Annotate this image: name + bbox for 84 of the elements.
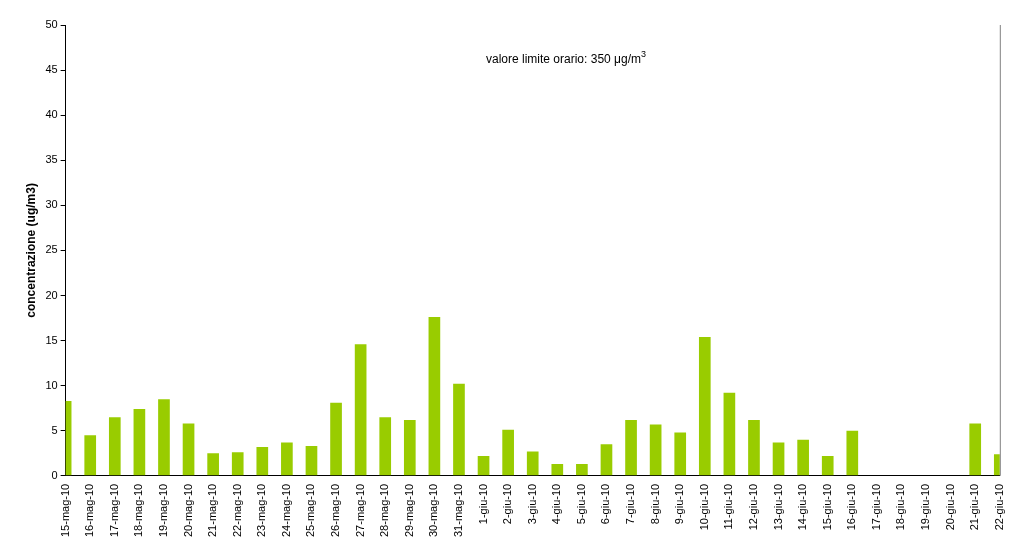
x-tick-label: 10-giu-10: [697, 483, 710, 531]
y-tick-label: 0: [51, 468, 58, 481]
x-tick-label: 2-giu-10: [501, 483, 514, 525]
x-tick-label: 29-mag-10: [402, 483, 415, 538]
bar: [600, 444, 613, 476]
x-tick-label: 24-mag-10: [279, 483, 292, 538]
x-tick-label: 17-giu-10: [869, 483, 882, 531]
bar: [723, 392, 736, 476]
bar: [674, 432, 687, 476]
y-tick-label: 35: [45, 153, 58, 166]
x-tick-label: 25-mag-10: [304, 483, 317, 538]
bar: [797, 439, 809, 476]
bar: [256, 446, 269, 476]
x-tick-label: 19-giu-10: [919, 483, 932, 531]
x-tick-label: 26-mag-10: [329, 483, 342, 538]
x-tick-label: 20-giu-10: [943, 483, 956, 531]
bar: [84, 435, 97, 476]
bar: [231, 452, 244, 476]
x-tick-label: 19-mag-10: [157, 483, 169, 538]
bar: [453, 383, 465, 476]
bar: [207, 453, 219, 476]
x-tick-label: 12-giu-10: [747, 483, 759, 531]
y-tick-label: 30: [45, 198, 58, 211]
y-tick-label: 40: [45, 108, 58, 121]
bar: [403, 419, 416, 476]
x-tick-label: 11-giu-10: [722, 483, 735, 530]
bar: [526, 451, 539, 476]
x-tick-label: 21-giu-10: [968, 483, 981, 531]
x-tick-label: 15-mag-10: [58, 483, 71, 538]
bar: [821, 455, 834, 476]
bar: [158, 399, 170, 476]
bar: [698, 336, 711, 476]
x-tick-label: 30-mag-10: [427, 483, 440, 538]
y-tick-label: 10: [45, 378, 58, 391]
x-tick-label: 5-giu-10: [574, 483, 587, 525]
y-tick-label: 50: [45, 18, 58, 31]
x-tick-label: 27-mag-10: [353, 483, 366, 538]
bar: [649, 424, 662, 476]
x-tick-label: 18-giu-10: [894, 483, 907, 531]
bar: [772, 442, 785, 476]
x-tick-label: 16-giu-10: [845, 483, 858, 531]
bar: [108, 417, 121, 476]
x-tick-label: 8-giu-10: [648, 483, 661, 525]
bar: [748, 419, 760, 476]
bar: [502, 429, 514, 476]
bar: [330, 402, 342, 476]
x-tick-label: 31-mag-10: [452, 483, 464, 538]
x-tick-label: 3-giu-10: [525, 483, 538, 525]
bar: [625, 419, 637, 476]
bar: [477, 455, 490, 476]
y-tick-label: 25: [45, 243, 58, 256]
x-tick-label: 22-giu-10: [992, 483, 1005, 531]
bar: [281, 442, 293, 476]
bar: [182, 423, 195, 476]
y-tick-label: 20: [45, 288, 58, 301]
x-tick-label: 20-mag-10: [181, 483, 194, 538]
bar: [354, 344, 367, 476]
x-tick-label: 9-giu-10: [673, 483, 686, 525]
y-tick-label: 15: [45, 333, 58, 346]
x-tick-label: 14-giu-10: [796, 483, 809, 531]
y-tick-label: 5: [51, 423, 58, 436]
x-tick-label: 22-mag-10: [230, 483, 243, 538]
bar: [305, 446, 318, 476]
x-tick-label: 6-giu-10: [599, 483, 612, 525]
bar: [969, 423, 982, 476]
x-tick-label: 23-mag-10: [255, 483, 268, 538]
x-tick-label: 1-giu-10: [476, 483, 489, 525]
x-tick-label: 28-mag-10: [378, 483, 391, 538]
bar: [576, 464, 588, 476]
x-tick-label: 4-giu-10: [550, 483, 563, 525]
x-tick-label: 13-giu-10: [771, 483, 784, 531]
x-tick-label: 18-mag-10: [132, 483, 145, 538]
bar: [428, 317, 441, 476]
bar: [379, 417, 392, 476]
x-tick-label: 7-giu-10: [624, 483, 637, 525]
x-tick-label: 21-mag-10: [206, 483, 219, 538]
x-tick-label: 16-mag-10: [83, 483, 96, 538]
bar: [551, 464, 564, 476]
y-tick-label: 45: [45, 63, 58, 76]
bar: [846, 430, 859, 476]
bar: [133, 409, 146, 476]
x-tick-label: 17-mag-10: [107, 483, 120, 538]
y-axis-title: concentrazione (ug/m3): [23, 183, 38, 318]
x-tick-label: 15-giu-10: [820, 483, 833, 531]
